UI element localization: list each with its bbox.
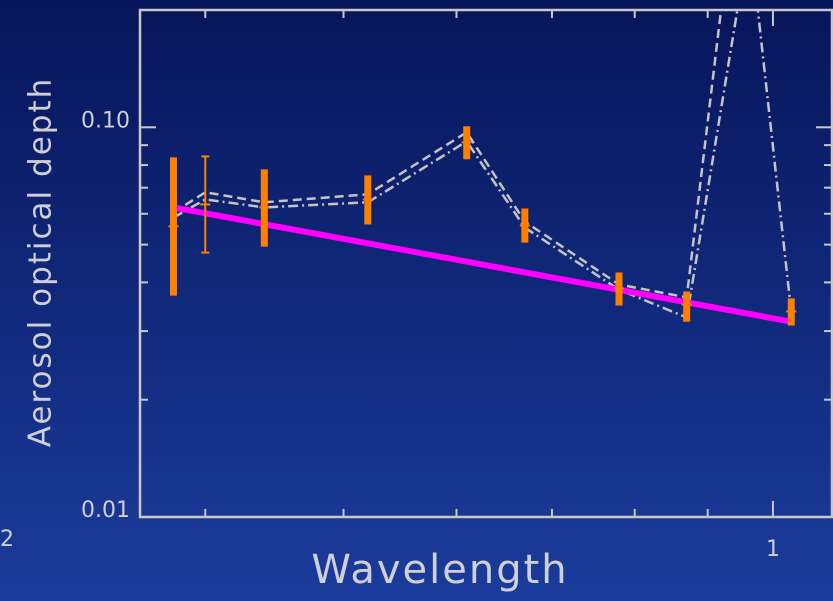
model-line (172, 10, 793, 320)
y-axis-label: Aerosol optical depth (23, 77, 59, 448)
x-axis-label: Wavelength (311, 547, 568, 593)
edge-label: 2 (0, 527, 14, 552)
model-line (172, 10, 723, 299)
y-tick-label: 0.01 (81, 498, 130, 523)
x-tick-label: 1 (766, 537, 780, 562)
y-tick-label: 0.10 (81, 108, 130, 133)
plot-frame (138, 8, 833, 519)
plot-area (168, 10, 797, 326)
